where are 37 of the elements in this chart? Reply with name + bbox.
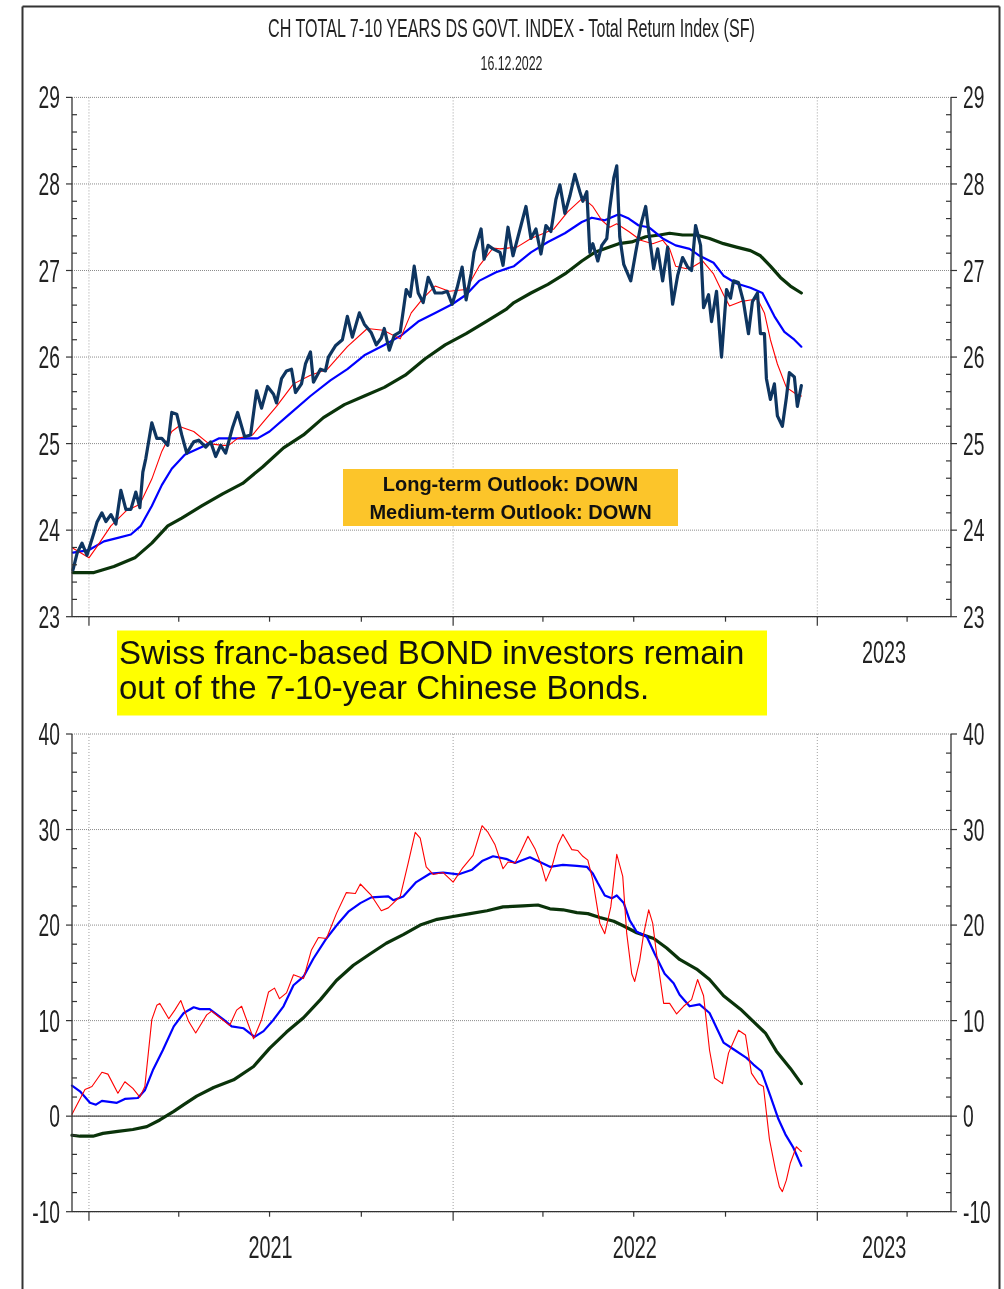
y-tick-label: 0 [49, 1099, 60, 1134]
x-tick-label: 2022 [612, 1228, 657, 1265]
y2-tick-label: 10 [963, 1003, 985, 1038]
x-tick-label: 2023 [862, 1228, 907, 1265]
y-tick-label: 27 [38, 253, 60, 288]
y2-tick-label: 29 [963, 80, 985, 115]
y-tick-label: 23 [38, 600, 60, 634]
y-tick-label: 30 [38, 812, 60, 847]
text: Swiss franc-based BOND investors remain out of the 7-10-year Chinese Bonds. [119, 634, 745, 706]
chart-subtitle: 16.12.2022 [480, 52, 543, 76]
y-tick-label: 40 [38, 717, 60, 752]
line-series [70, 903, 803, 1138]
y-tick-label: 28 [38, 167, 60, 201]
y2-tick-label: 25 [963, 426, 985, 461]
y2-tick-label: 24 [963, 513, 985, 548]
y-tick-label: 20 [38, 908, 60, 943]
y-tick-label: 24 [38, 513, 60, 548]
y2-tick-label: 20 [963, 908, 985, 943]
y-tick-label: 10 [38, 1003, 60, 1038]
y2-tick-label: -10 [963, 1195, 991, 1229]
line-series [71, 825, 802, 1193]
y2-tick-label: 28 [963, 167, 985, 201]
y2-tick-label: 0 [963, 1099, 974, 1134]
text: 2023 [861, 633, 907, 670]
y2-tick-label: 23 [963, 600, 985, 634]
line-series [70, 855, 803, 1167]
y-tick-label: -10 [32, 1195, 60, 1229]
y-tick-label: 25 [38, 426, 60, 461]
chart-title: CH TOTAL 7-10 YEARS DS GOVT. INDEX - Total Return Index (SF) [268, 13, 755, 44]
y-tick-label: 29 [38, 80, 60, 115]
y2-tick-label: 40 [963, 717, 985, 752]
y2-tick-label: 27 [963, 253, 985, 288]
y2-tick-label: 30 [963, 812, 985, 847]
x-tick-label: 2021 [248, 1228, 293, 1265]
annotation: Long-term Outlook: DOWN Medium-term Outlook: DOWN [369, 473, 652, 523]
y2-tick-label: 26 [963, 340, 985, 375]
y-tick-label: 26 [38, 340, 60, 375]
